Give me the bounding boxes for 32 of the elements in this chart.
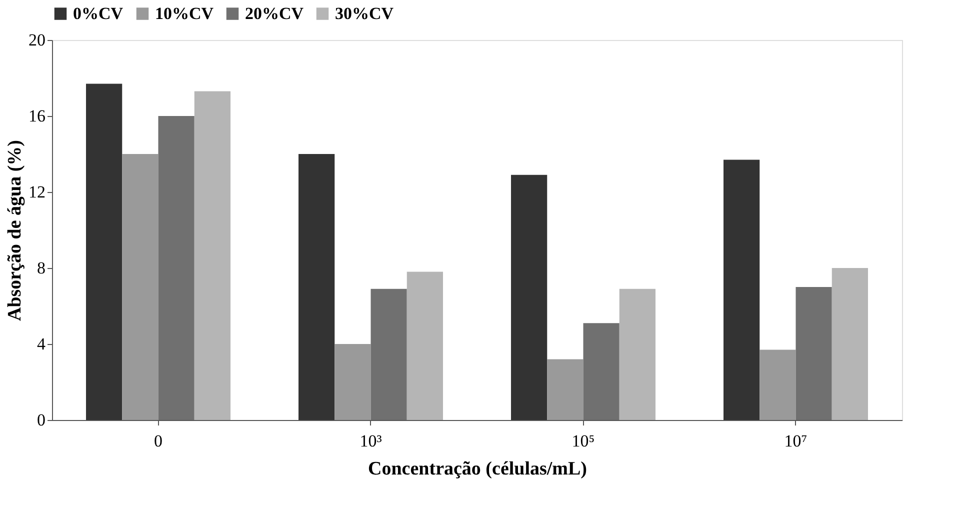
bar bbox=[547, 359, 584, 420]
y-tick-label: 0 bbox=[37, 410, 46, 430]
bar bbox=[583, 323, 620, 420]
bar bbox=[619, 288, 656, 420]
y-tick-label: 8 bbox=[37, 258, 46, 278]
bar bbox=[406, 272, 443, 420]
y-tick-label: 12 bbox=[28, 182, 46, 202]
legend-label: 30%CV bbox=[335, 4, 394, 23]
x-tick-label: 10⁷ bbox=[784, 432, 808, 450]
x-axis-title: Concentração (células/mL) bbox=[368, 458, 587, 480]
bar bbox=[760, 350, 796, 420]
bar bbox=[511, 174, 548, 420]
y-axis-title: Absorção de água (%) bbox=[4, 140, 26, 322]
bar bbox=[370, 288, 407, 420]
y-tick-label: 20 bbox=[28, 30, 46, 50]
bar bbox=[796, 287, 832, 420]
legend-label: 0%CV bbox=[73, 4, 124, 23]
bar bbox=[158, 116, 194, 420]
x-tick-label: 10⁵ bbox=[572, 432, 595, 450]
bar bbox=[194, 91, 230, 420]
x-tick-label: 0 bbox=[154, 432, 162, 450]
legend-label: 10%CV bbox=[155, 4, 214, 23]
bar bbox=[86, 84, 122, 420]
bar bbox=[724, 160, 760, 420]
x-tick-label: 10³ bbox=[360, 432, 382, 450]
legend-label: 20%CV bbox=[245, 4, 304, 23]
bar bbox=[832, 268, 868, 420]
y-tick-label: 4 bbox=[37, 334, 46, 354]
bar bbox=[334, 344, 371, 420]
bar bbox=[122, 154, 158, 420]
y-tick-label: 16 bbox=[28, 106, 46, 126]
bar bbox=[298, 154, 335, 420]
